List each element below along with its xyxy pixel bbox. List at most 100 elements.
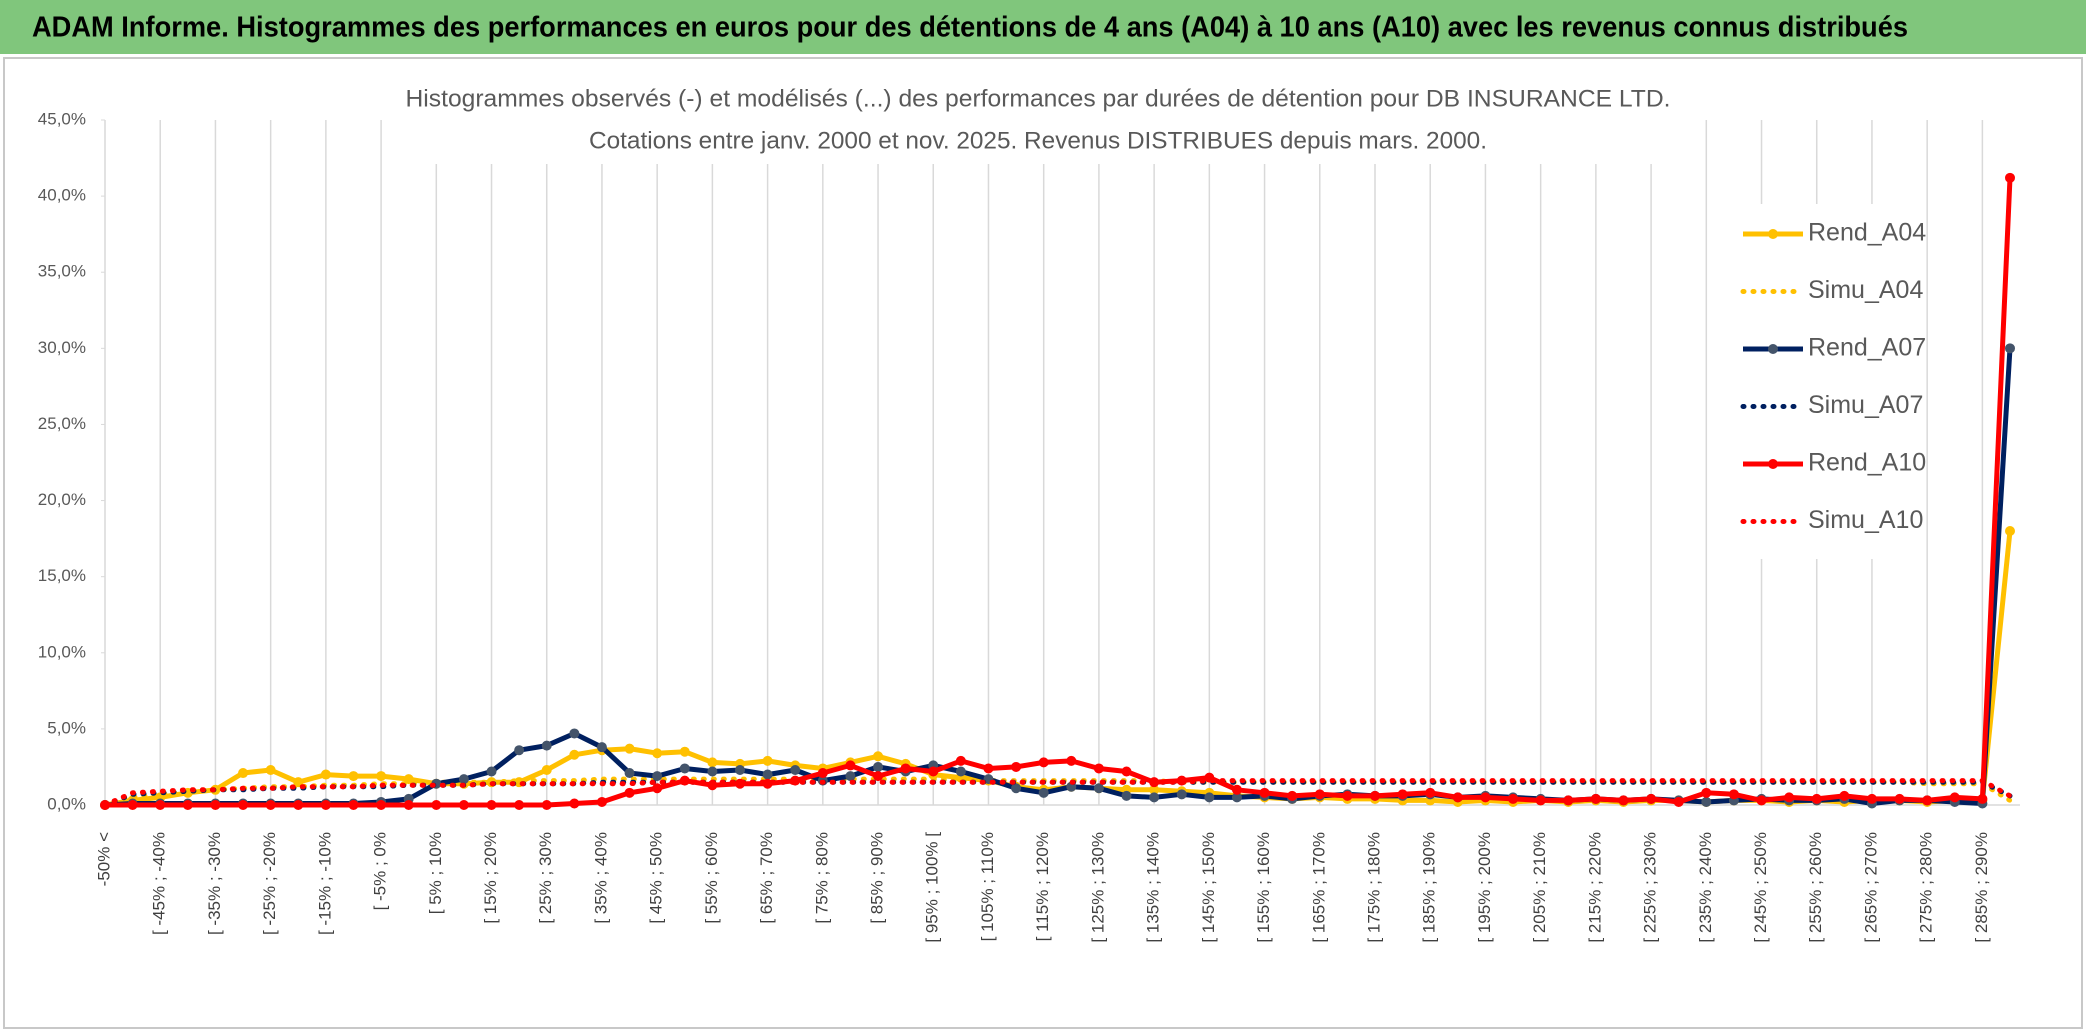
data-point (1204, 792, 1215, 803)
legend-marker (1768, 344, 1778, 354)
data-point (1563, 795, 1574, 806)
series-line (104, 348, 2013, 808)
data-point (376, 771, 387, 782)
x-tick-label: [ 215% ; 220% (1585, 832, 1604, 943)
data-point (1811, 793, 1822, 804)
x-tick-label: [ 55% ; 60% (702, 832, 721, 924)
x-tick-label: [ 95% ; 100% [ (923, 832, 942, 943)
data-point (1646, 793, 1657, 804)
data-point (1508, 793, 1519, 804)
x-tick-label: [ 255% ; 260% (1806, 832, 1825, 943)
y-tick-label: 30,0% (38, 338, 86, 357)
legend-label: Rend_A10 (1808, 449, 1926, 477)
data-point (2005, 526, 2015, 536)
chart-subtitle: Cotations entre janv. 2000 et nov. 2025.… (589, 127, 1487, 154)
banner (0, 0, 2086, 54)
data-point (265, 764, 276, 775)
data-point (1535, 795, 1546, 806)
data-point (210, 800, 221, 810)
data-point (1259, 787, 1270, 798)
x-tick-label: [ 45% ; 50% (647, 832, 666, 924)
data-point (817, 768, 828, 779)
x-tick-label: [ 275% ; 280% (1917, 832, 1936, 943)
data-point (1011, 761, 1022, 772)
chart-frame (3, 57, 2083, 1029)
data-point (790, 764, 801, 775)
x-tick-label: [ 115% ; 120% (1033, 832, 1052, 941)
data-point (1038, 757, 1049, 768)
x-tick-label: [ 175% ; 180% (1364, 832, 1383, 943)
data-point (265, 800, 276, 810)
x-tick-label: [ 205% ; 210% (1530, 832, 1549, 943)
chart-title: Histogrammes observés (-) et modélisés (… (406, 85, 1671, 112)
data-point (569, 749, 580, 760)
legend-marker (1768, 459, 1778, 469)
data-point (514, 745, 525, 756)
legend-marker (1768, 229, 1778, 239)
data-point (1894, 793, 1905, 804)
y-tick-label: 20,0% (38, 490, 86, 509)
data-point (679, 763, 690, 774)
data-point (1038, 787, 1049, 798)
data-point (1480, 792, 1491, 803)
data-point (679, 746, 690, 757)
data-point (403, 800, 414, 810)
x-tick-label: -50% < (94, 832, 113, 886)
data-point (348, 800, 359, 810)
legend-label: Rend_A07 (1808, 334, 1926, 362)
data-point (155, 800, 166, 810)
data-point (707, 757, 718, 768)
data-point (1618, 795, 1629, 806)
data-point (1590, 793, 1601, 804)
x-tick-label: [ -5% ; 0% (371, 832, 390, 910)
data-point (845, 760, 856, 771)
y-tick-label: 25,0% (38, 414, 86, 433)
data-point (762, 769, 773, 780)
x-tick-label: [ 105% ; 110% (978, 832, 997, 941)
data-point (1011, 783, 1022, 794)
data-point (1922, 795, 1933, 806)
legend-label: Simu_A07 (1808, 391, 1923, 419)
legend-label: Simu_A10 (1808, 506, 1923, 534)
data-point (955, 755, 966, 766)
y-tick-label: 40,0% (38, 186, 86, 205)
data-point (1866, 793, 1877, 804)
data-point (900, 763, 911, 774)
x-tick-label: [ 125% ; 130% (1088, 832, 1107, 943)
x-tick-label: [ -25% ; -20% (260, 832, 279, 935)
data-point (1452, 792, 1463, 803)
legend-background (1725, 204, 1925, 559)
data-point (1121, 790, 1132, 801)
data-point (762, 755, 773, 766)
x-tick-label: [ 75% ; 80% (812, 832, 831, 924)
data-point (1784, 792, 1795, 803)
data-point (1397, 789, 1408, 800)
data-point (873, 751, 884, 762)
data-point (624, 768, 635, 779)
data-point (652, 771, 663, 782)
data-point (1342, 790, 1353, 801)
x-tick-label: [ 235% ; 240% (1696, 832, 1715, 943)
legend-label: Rend_A04 (1808, 219, 1926, 247)
data-point (624, 787, 635, 798)
data-point (431, 800, 442, 810)
data-point (1728, 789, 1739, 800)
data-point (541, 800, 552, 810)
data-point (955, 766, 966, 777)
data-point (707, 766, 718, 777)
data-point (1839, 790, 1850, 801)
x-tick-label: [ -15% ; -10% (315, 832, 334, 935)
banner-title: ADAM Informe. Histogrammes des performan… (32, 12, 1908, 44)
data-point (1093, 783, 1104, 794)
data-point (1977, 793, 1988, 804)
x-tick-label: [ 35% ; 40% (591, 832, 610, 924)
x-tick-label: [ 195% ; 200% (1475, 832, 1494, 943)
data-point (1370, 790, 1380, 801)
data-point (624, 743, 635, 754)
data-point (376, 800, 387, 810)
data-point (1425, 787, 1436, 798)
x-tick-label: [ 185% ; 190% (1420, 832, 1439, 943)
y-tick-label: 5,0% (47, 718, 86, 737)
x-tick-label: [ 285% ; 290% (1972, 832, 1991, 943)
